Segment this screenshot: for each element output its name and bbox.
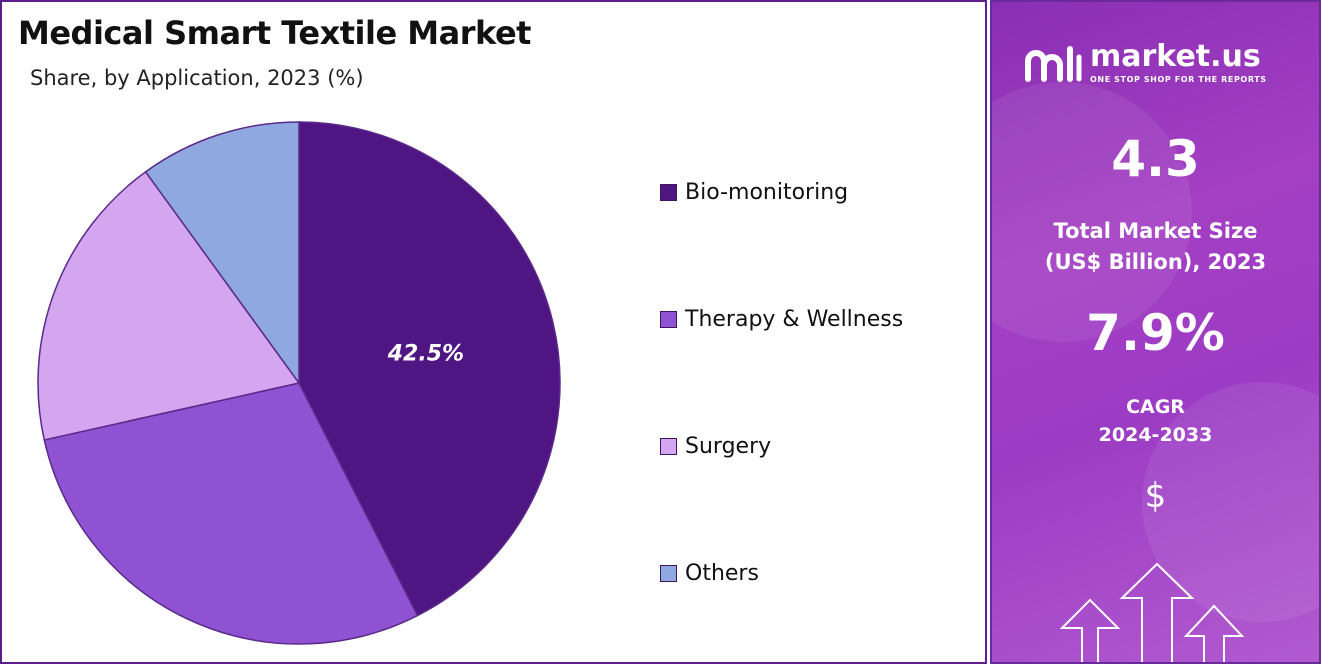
legend-label: Surgery [685,433,772,459]
brand-tagline: ONE STOP SHOP FOR THE REPORTS [1090,75,1267,84]
legend-item: Others [660,555,759,591]
chart-panel: Medical Smart Textile Market Share, by A… [0,0,987,664]
growth-arrows-icon [1059,562,1245,662]
cagr-value: 7.9% [1086,304,1225,362]
pie-slice-therapy-wellness [43,382,419,645]
legend-label: Others [685,560,759,586]
brand-name: market.us [1090,39,1261,74]
market-size-label-line1: Total Market Size [1053,219,1258,243]
pie-chart: 42.5% [37,121,561,645]
info-panel: market.us ONE STOP SHOP FOR THE REPORTS … [990,0,1321,664]
market-us-logo-icon [1025,46,1082,82]
legend-item: Bio-monitoring [660,174,848,210]
pie-slice-bio-monitoring [298,121,561,617]
legend-label: Bio-monitoring [685,179,849,205]
chart-title: Medical Smart Textile Market [18,14,531,52]
legend-swatch [660,310,677,328]
pie-slice-surgery [37,170,301,441]
legend-swatch [660,183,677,201]
legend-item: Surgery [660,428,771,464]
market-size-value: 4.3 [1111,130,1200,188]
legend-swatch [660,564,677,582]
chart-subtitle: Share, by Application, 2023 (%) [30,66,364,90]
brand-logo: market.us ONE STOP SHOP FOR THE REPORTS [1024,42,1267,84]
cagr-label: CAGR [1126,396,1185,418]
dollar-icon: $ [1144,476,1167,516]
cagr-period: 2024-2033 [1098,424,1213,446]
legend-label: Therapy & Wellness [685,306,904,332]
legend-item: Therapy & Wellness [660,301,903,337]
legend-swatch [660,437,677,455]
background-circle [992,82,1192,342]
data-label-bio-monitoring: 42.5% [387,342,464,367]
pie-slice-others [144,121,300,386]
market-size-label-line2: (US$ Billion), 2023 [1044,250,1267,274]
